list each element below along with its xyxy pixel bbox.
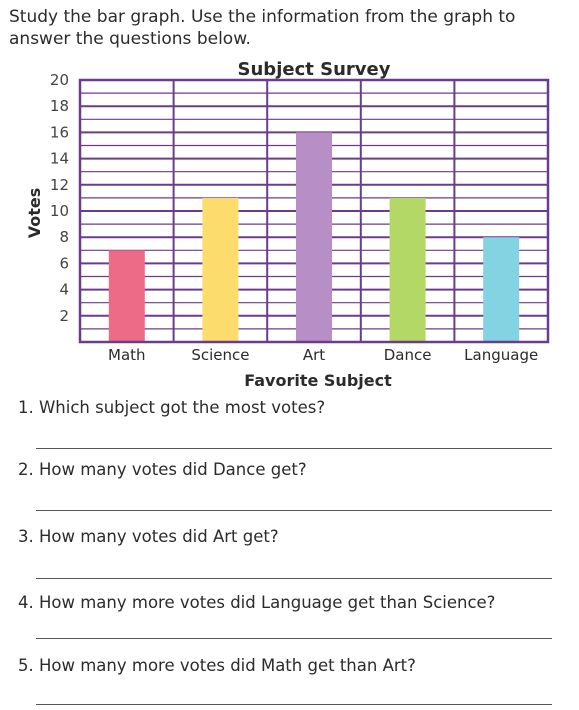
y-tick-label: 2 — [59, 307, 69, 325]
question-5: 5. How many more votes did Math get than… — [18, 656, 416, 675]
x-category-label: Art — [303, 346, 325, 364]
y-tick-label: 6 — [59, 254, 69, 272]
y-tick-label: 16 — [50, 123, 69, 141]
x-category-label: Language — [464, 346, 538, 364]
plot-border — [78, 78, 550, 344]
answer-line-1[interactable] — [36, 448, 552, 449]
y-tick-label: 4 — [59, 281, 69, 299]
answer-line-2[interactable] — [36, 510, 552, 511]
instructions-text: Study the bar graph. Use the information… — [9, 7, 516, 49]
question-1: 1. Which subject got the most votes? — [18, 398, 326, 417]
bar-language — [483, 237, 520, 342]
chart-bars — [108, 132, 520, 342]
answer-line-3[interactable] — [36, 578, 552, 579]
y-tick-label: 14 — [50, 150, 69, 168]
x-category-label: Dance — [384, 346, 432, 364]
x-category-label: Science — [191, 346, 249, 364]
answer-line-4[interactable] — [36, 638, 552, 639]
y-axis-title: Votes — [25, 188, 44, 239]
bar-chart: Subject Survey 2 4 6 8 10 12 14 16 18 20 Math Scie… — [25, 59, 550, 390]
bar-dance — [389, 197, 426, 342]
chart-title: Subject Survey — [238, 59, 391, 80]
y-tick-label: 10 — [50, 202, 69, 220]
question-4: 4. How many more votes did Language get … — [18, 593, 496, 612]
y-axis-ticks: 2 4 6 8 10 12 14 16 18 20 — [50, 71, 69, 325]
bar-math — [108, 250, 145, 342]
x-axis-labels: Math Science Art Dance Language — [108, 346, 538, 364]
chart-frame — [78, 78, 550, 344]
y-tick-label: 18 — [50, 97, 69, 115]
question-3: 3. How many votes did Art get? — [18, 527, 279, 546]
answer-line-5[interactable] — [36, 704, 552, 705]
y-tick-label: 8 — [59, 228, 69, 246]
bar-art — [296, 132, 332, 342]
x-axis-title: Favorite Subject — [244, 371, 392, 390]
y-tick-label: 12 — [50, 176, 69, 194]
x-category-label: Math — [108, 346, 146, 364]
bar-science — [202, 197, 239, 342]
question-2: 2. How many votes did Dance get? — [18, 460, 307, 479]
y-tick-label: 20 — [50, 71, 69, 89]
